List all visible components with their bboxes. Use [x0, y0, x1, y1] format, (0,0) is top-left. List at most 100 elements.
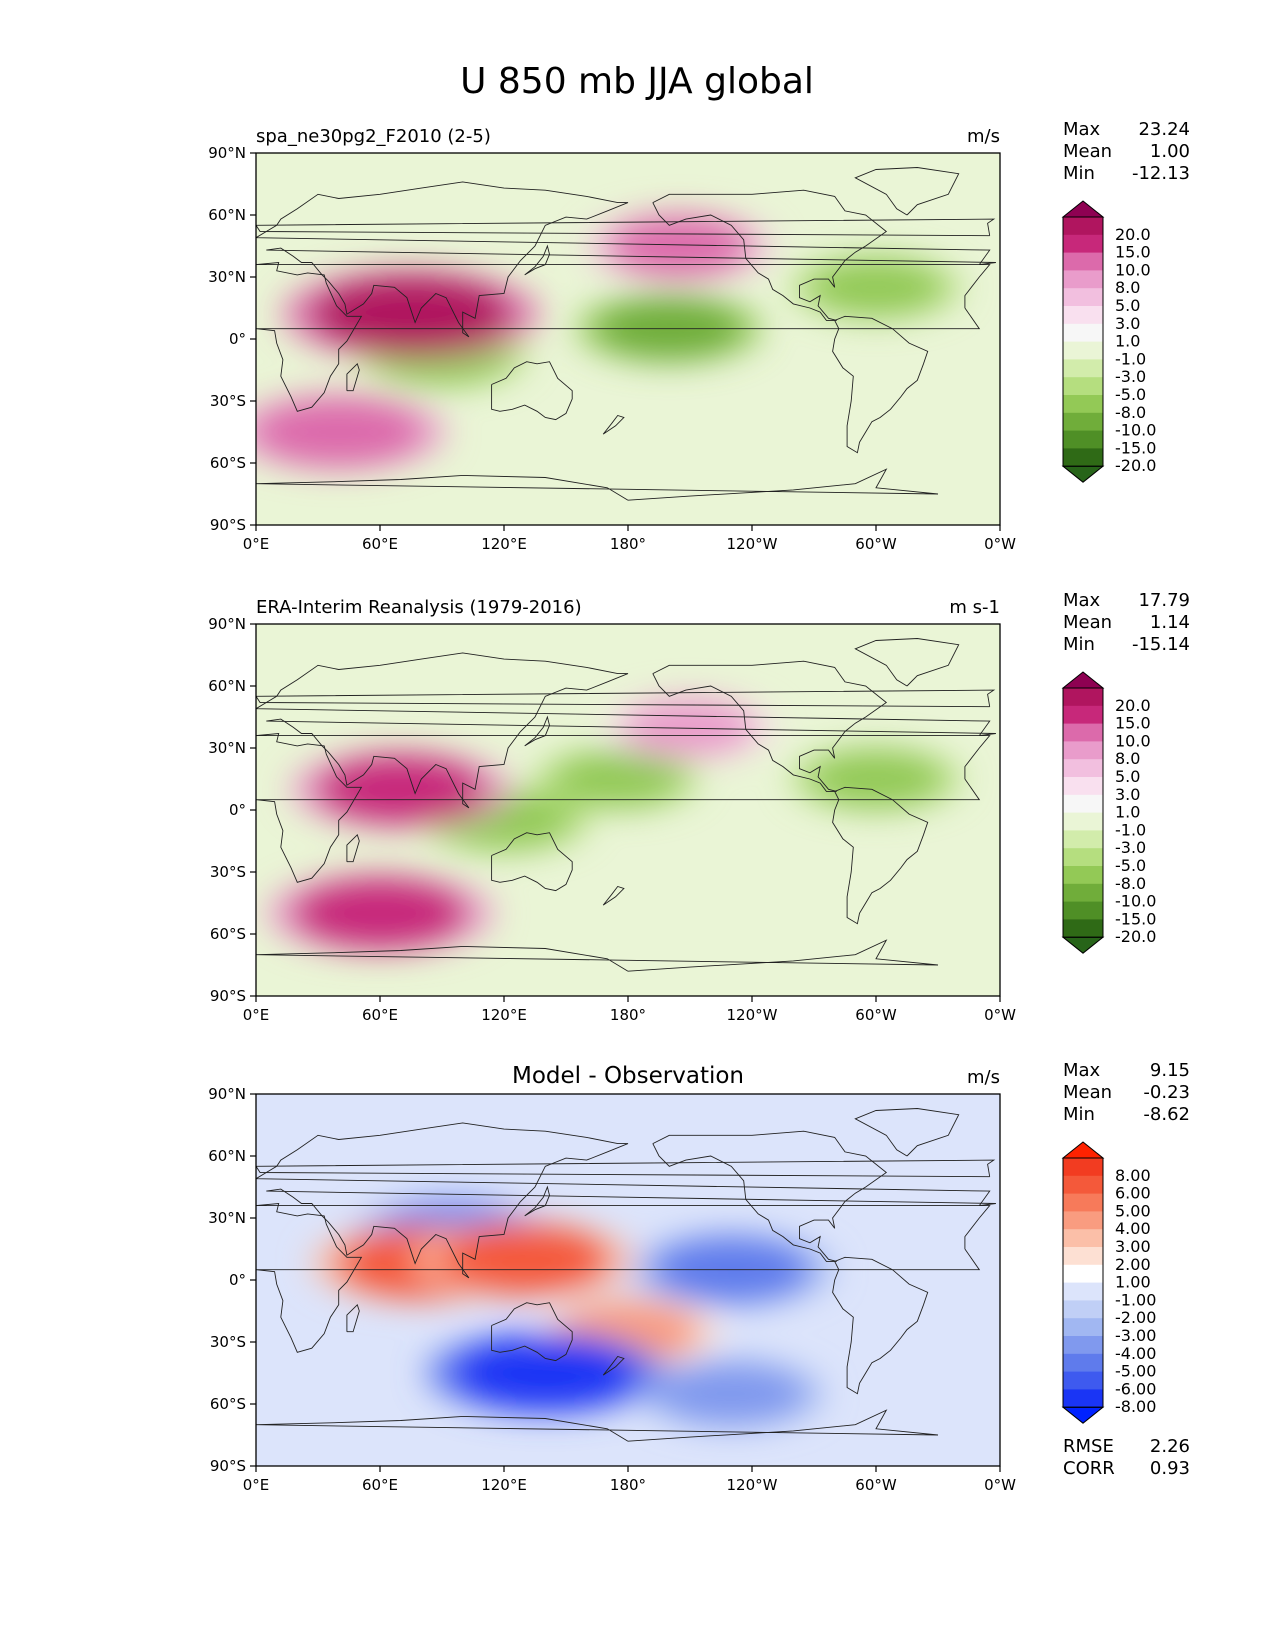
stat-label: Mean — [1063, 612, 1112, 633]
coastline — [256, 1202, 991, 1353]
lat-tick-label: 60°N — [208, 677, 246, 695]
lat-tick-label: 60°N — [208, 206, 246, 224]
field-feature — [809, 258, 943, 317]
colorbar-band — [1063, 741, 1103, 760]
lat-tick-label: 60°N — [208, 1147, 246, 1165]
colorbar-frame — [1062, 1157, 1104, 1408]
colorbar-band — [1063, 883, 1103, 902]
field-feature — [314, 753, 487, 825]
stat-label: Max — [1063, 119, 1101, 140]
colorbar-label: -8.00 — [1115, 1397, 1156, 1416]
stat-value: 23.24 — [1138, 119, 1190, 140]
colorbar-band — [1063, 812, 1103, 831]
colorbar-band — [1063, 217, 1103, 236]
colorbar-label: 10.0 — [1115, 731, 1151, 750]
colorbar-label: -15.0 — [1115, 909, 1156, 928]
colorbar-label: -1.00 — [1115, 1290, 1156, 1309]
panel-units: m/s — [967, 1067, 1000, 1088]
stat-value: 0.93 — [1150, 1458, 1190, 1479]
coastline — [524, 1185, 550, 1217]
colorbar-band — [1063, 1264, 1103, 1283]
colorbar-label: -4.00 — [1115, 1344, 1156, 1363]
coastline — [524, 715, 550, 747]
lon-tick-label: 120°W — [727, 1476, 778, 1494]
colorbar-extend-top — [1061, 671, 1105, 689]
colorbar-extend-bottom — [1061, 465, 1105, 483]
colorbar-label: 8.0 — [1115, 749, 1140, 768]
coastlines — [256, 638, 996, 972]
lat-tick-label: 60°S — [210, 454, 246, 472]
field-feature — [438, 1223, 611, 1295]
colorbar-band — [1063, 448, 1103, 467]
colorbar-band — [1063, 830, 1103, 849]
colorbar-label: -8.0 — [1115, 403, 1146, 422]
field-feature — [452, 1335, 639, 1411]
lon-tick-label: 120°W — [727, 1006, 778, 1024]
colorbar-label: -1.0 — [1115, 349, 1146, 368]
colorbar-label: -6.00 — [1115, 1379, 1156, 1398]
colorbar-band — [1063, 395, 1103, 414]
colorbar-band — [1063, 1211, 1103, 1230]
lon-tick-label: 180° — [610, 1476, 646, 1494]
colorbar: 20.015.010.08.05.03.01.0-1.0-3.0-5.0-8.0… — [1061, 671, 1156, 954]
colorbar-band — [1063, 688, 1103, 707]
coastline — [256, 1409, 939, 1442]
stat-label: Mean — [1063, 141, 1112, 162]
colorbar-extend-top — [1061, 200, 1105, 218]
coastline — [832, 315, 929, 454]
colorbar-label: 1.00 — [1115, 1273, 1151, 1292]
lon-tick-label: 120°E — [481, 1006, 527, 1024]
coastline — [652, 1130, 888, 1262]
colorbar-extend-bottom — [1061, 936, 1105, 954]
lat-tick-label: 30°S — [210, 1333, 246, 1351]
coastline — [346, 833, 360, 863]
lon-tick-label: 120°W — [727, 535, 778, 553]
stat-value: 17.79 — [1138, 590, 1190, 611]
colorbar-band — [1063, 1389, 1103, 1408]
colorbar-label: -20.0 — [1115, 456, 1156, 475]
panel-title: Model - Observation — [512, 1063, 744, 1089]
stat-value: -12.13 — [1132, 163, 1190, 184]
colorbar-band — [1063, 323, 1103, 342]
stat-label: Max — [1063, 590, 1101, 611]
panel-units: m/s — [967, 126, 1000, 147]
panel-title: spa_ne30pg2_F2010 (2-5) — [256, 126, 491, 147]
coastline — [491, 1302, 573, 1362]
colorbar-label: -10.0 — [1115, 892, 1156, 911]
stat-label: Min — [1063, 1104, 1095, 1125]
coastline — [346, 1303, 360, 1333]
lon-tick-label: 0°E — [243, 1476, 270, 1494]
colorbar-band — [1063, 252, 1103, 271]
colorbar-band — [1063, 848, 1103, 867]
colorbar-band — [1063, 1371, 1103, 1390]
lon-tick-label: 60°W — [855, 1476, 897, 1494]
colorbar-band — [1063, 306, 1103, 325]
colorbar-label: 3.0 — [1115, 785, 1140, 804]
coastlines — [256, 167, 996, 501]
coastline — [491, 832, 573, 892]
lon-tick-label: 60°W — [855, 1006, 897, 1024]
coastline — [256, 1122, 996, 1279]
lon-tick-label: 0°W — [984, 1476, 1016, 1494]
colorbar-label: -3.0 — [1115, 367, 1146, 386]
coastline — [854, 638, 960, 687]
colorbar: 20.015.010.08.05.03.01.0-1.0-3.0-5.0-8.0… — [1061, 200, 1156, 483]
lon-tick-label: 0°E — [243, 535, 270, 553]
field-feature — [256, 397, 423, 467]
panel-title: ERA-Interim Reanalysis (1979-2016) — [256, 597, 582, 618]
colorbar-label: -1.0 — [1115, 820, 1146, 839]
lat-tick-label: 90°N — [208, 1085, 246, 1103]
colorbar-band — [1063, 901, 1103, 920]
lon-tick-label: 120°E — [481, 1476, 527, 1494]
colorbar-band — [1063, 1282, 1103, 1301]
coastline — [652, 660, 888, 792]
colorbar-label: 15.0 — [1115, 243, 1151, 262]
field-layer — [256, 211, 964, 471]
stat-label: RMSE — [1063, 1436, 1114, 1457]
colorbar-band — [1063, 1336, 1103, 1355]
colorbar-label: -3.00 — [1115, 1326, 1156, 1345]
coastline — [256, 689, 996, 708]
coastline — [602, 885, 625, 906]
colorbar-label: 6.00 — [1115, 1184, 1151, 1203]
